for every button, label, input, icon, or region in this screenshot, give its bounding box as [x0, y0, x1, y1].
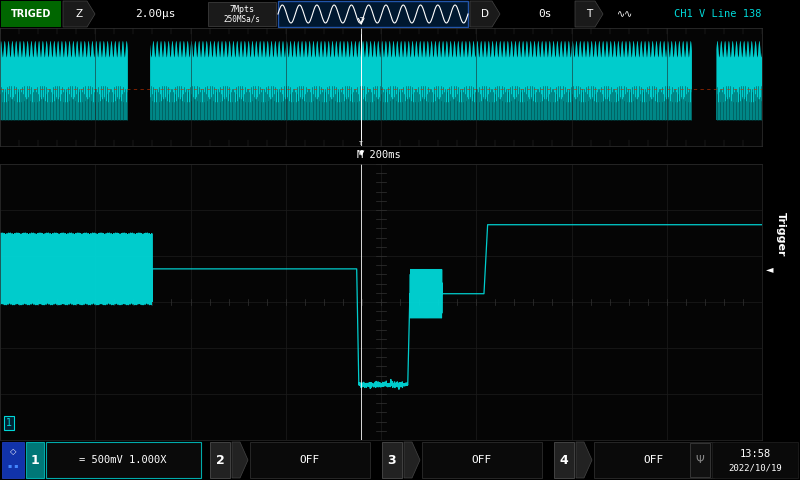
Text: OFF: OFF [644, 455, 664, 465]
Text: 13:58: 13:58 [739, 449, 770, 459]
Bar [208, 2, 276, 26]
Text: 2: 2 [216, 454, 224, 467]
Bar [382, 442, 402, 478]
Bar [1, 1, 61, 27]
Text: CH1 V Line 138: CH1 V Line 138 [674, 9, 762, 19]
Bar [554, 442, 574, 478]
Bar [26, 442, 44, 478]
Polygon shape [470, 1, 500, 27]
Text: 3: 3 [388, 454, 396, 467]
Text: D: D [481, 9, 489, 19]
Bar [594, 442, 714, 478]
Bar [2, 442, 24, 478]
Polygon shape [404, 442, 420, 478]
Polygon shape [576, 442, 592, 478]
Text: ∿∿: ∿∿ [617, 9, 633, 19]
Bar [250, 442, 370, 478]
Text: Trigger: Trigger [776, 212, 786, 256]
Text: ◇: ◇ [10, 447, 16, 456]
Text: ▪ ▪: ▪ ▪ [8, 465, 18, 469]
Text: 7Mpts: 7Mpts [230, 4, 254, 13]
Text: T: T [359, 17, 363, 23]
Text: 4: 4 [560, 454, 568, 467]
Polygon shape [575, 1, 603, 27]
Text: OFF: OFF [300, 455, 320, 465]
Bar [712, 442, 798, 478]
Bar [210, 442, 230, 478]
Bar [422, 442, 542, 478]
Text: 1: 1 [6, 419, 12, 429]
Polygon shape [63, 1, 95, 27]
Text: 250MSa/s: 250MSa/s [223, 14, 261, 24]
Text: Z: Z [75, 9, 82, 19]
Text: ▼: ▼ [358, 150, 364, 156]
Bar [690, 443, 710, 477]
Text: 1: 1 [30, 454, 39, 467]
Text: 0s: 0s [538, 9, 552, 19]
Text: M 200ms: M 200ms [358, 150, 401, 160]
Text: TRIGED: TRIGED [11, 9, 51, 19]
Polygon shape [232, 442, 248, 478]
Text: 2022/10/19: 2022/10/19 [728, 464, 782, 472]
Text: 2.00µs: 2.00µs [134, 9, 175, 19]
Bar [278, 1, 468, 27]
Text: ◄: ◄ [766, 264, 774, 274]
Bar [46, 442, 201, 478]
Text: Ψ: Ψ [696, 455, 704, 465]
Text: T: T [586, 9, 592, 19]
Text: T: T [359, 141, 363, 146]
Text: OFF: OFF [472, 455, 492, 465]
Text: = 500mV 1.000X: = 500mV 1.000X [79, 455, 166, 465]
